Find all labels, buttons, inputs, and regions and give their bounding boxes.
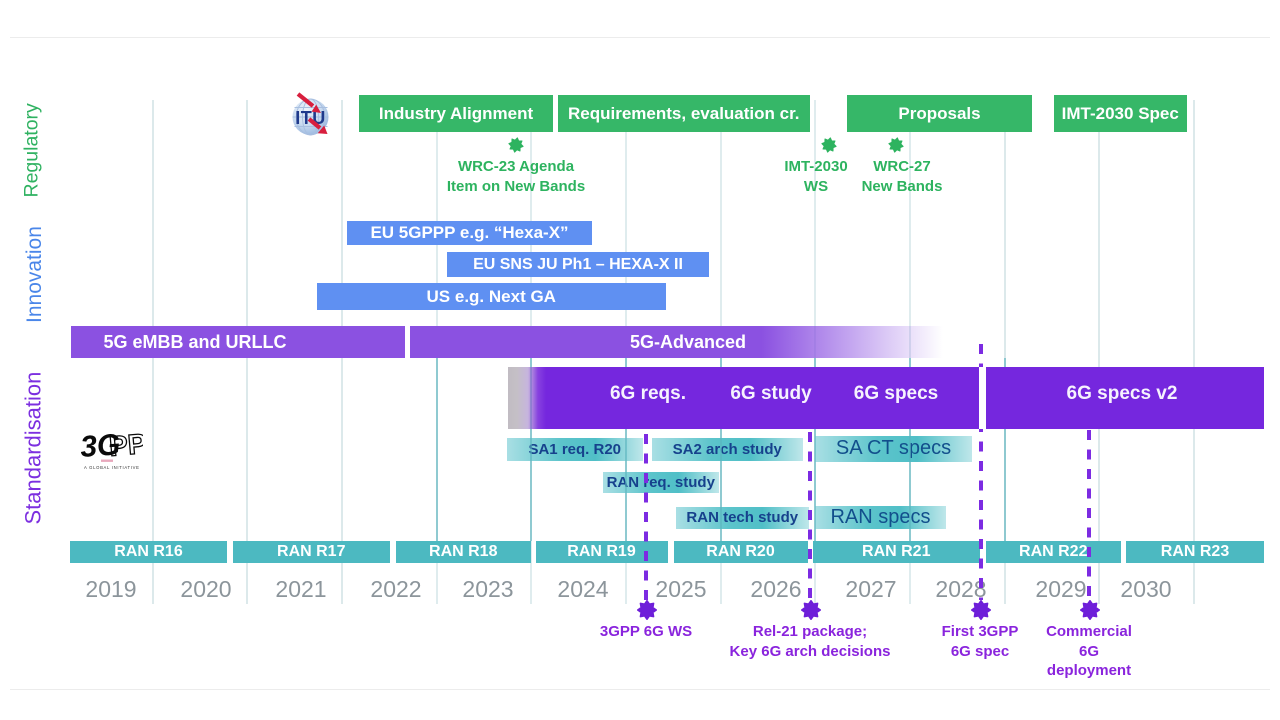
svg-text:PP: PP [108, 428, 143, 462]
svg-text:A GLOBAL INITIATIVE: A GLOBAL INITIATIVE [84, 465, 140, 470]
svg-text:3G: 3G [81, 428, 121, 464]
